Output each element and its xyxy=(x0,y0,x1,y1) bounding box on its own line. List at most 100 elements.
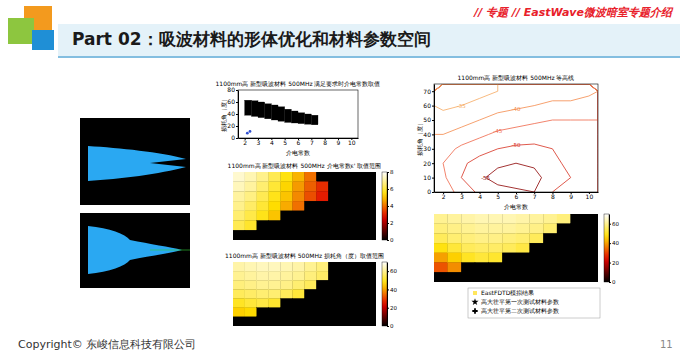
legend-label: 高大壮平第一次测试材料参数 xyxy=(481,298,559,305)
heatmap-cell xyxy=(316,211,328,221)
tick-label: 5 xyxy=(496,193,500,200)
heatmap-cell xyxy=(502,214,516,224)
heatmap-cell xyxy=(571,263,585,273)
range-bar xyxy=(278,107,285,121)
heatmap-cell xyxy=(233,191,245,201)
heatmap-cell xyxy=(475,214,489,224)
heatmap-cell xyxy=(328,211,340,221)
heatmap-cell xyxy=(364,201,376,211)
heatmap-cell xyxy=(571,243,585,253)
range-bar xyxy=(291,111,298,123)
plot-background xyxy=(233,172,376,240)
heatmap-cell xyxy=(502,243,516,253)
colorbar xyxy=(382,172,387,240)
tick: 2 xyxy=(243,138,247,146)
heatmap-cell xyxy=(305,230,317,240)
heatmap-cell xyxy=(316,172,328,182)
heatmap-cell xyxy=(293,182,305,192)
chart-title: 1100mm高 新型吸波材料 500MHz 损耗角（度）取值范围 xyxy=(225,252,384,260)
heatmap-cell xyxy=(475,272,489,282)
heatmap-cell xyxy=(269,262,281,271)
heatmap-cell xyxy=(305,172,317,182)
heatmap-cell xyxy=(530,224,544,234)
heatmap-cell xyxy=(281,271,293,280)
heatmap-cell xyxy=(233,271,245,280)
heatmap-cell xyxy=(340,308,352,317)
page-number: 11 xyxy=(660,339,673,350)
heatmap-cell xyxy=(305,280,317,289)
tick: 0 xyxy=(609,279,616,285)
tick: 60 xyxy=(609,221,619,227)
heatmap-cell xyxy=(543,243,557,253)
heatmap-cell xyxy=(584,253,598,263)
heatmap-cell xyxy=(489,243,503,253)
heatmap-cell xyxy=(352,172,364,182)
legend-box xyxy=(468,288,600,318)
plot-frame xyxy=(434,84,598,192)
slide-tag: // 专题 // EastWave微波暗室专题介绍 xyxy=(472,6,674,19)
tick: 20 xyxy=(227,122,238,129)
heatmap-cell xyxy=(352,221,364,231)
tick-mark xyxy=(387,172,389,173)
header-band xyxy=(58,24,680,56)
heatmap-cell xyxy=(340,280,352,289)
heatmap-cell xyxy=(352,230,364,240)
heatmap-cell xyxy=(316,308,328,317)
heatmap-cell xyxy=(364,182,376,192)
heatmap-cell xyxy=(489,263,503,273)
heatmap-cell xyxy=(584,243,598,253)
chart-title: 1100mm高 新型吸波材料 500MHz 介电常数ε' 取值范围 xyxy=(228,162,382,169)
heatmap-cell xyxy=(364,289,376,298)
tick: 10 xyxy=(348,138,356,146)
heatmap-cell xyxy=(584,224,598,234)
heatmap-cell xyxy=(281,280,293,289)
heatmap-cell xyxy=(245,221,257,231)
heatmap-cell xyxy=(316,221,328,231)
tick: 60 xyxy=(423,102,434,109)
legend-label: 高大壮平第二次测试材料参数 xyxy=(481,307,559,314)
contour-line xyxy=(434,84,598,134)
y-axis: 010203040506070 xyxy=(423,85,434,196)
heatmap-cell xyxy=(281,308,293,317)
heatmap-cell xyxy=(364,230,376,240)
heatmap-cell xyxy=(305,271,317,280)
legend-item: 高大壮平第二次测试材料参数 xyxy=(472,307,559,314)
heatmap-cell xyxy=(245,308,257,317)
heatmap-cell xyxy=(233,230,245,240)
tick: 2 xyxy=(442,192,446,200)
header-rule xyxy=(58,56,680,58)
heatmap-cell xyxy=(293,221,305,231)
heatmap-cell xyxy=(281,289,293,298)
heatmap-cell xyxy=(489,233,503,243)
heatmap-cell xyxy=(530,243,544,253)
tick: 40 xyxy=(387,287,397,293)
axis-line xyxy=(609,215,610,283)
heatmap-cell xyxy=(281,191,293,201)
tick: 8 xyxy=(323,138,327,146)
chart: 024681100mm高 新型吸波材料 500MHz 介电常数ε' 取值范围 xyxy=(228,162,394,243)
heatmap-cell xyxy=(269,191,281,201)
tick-label: 20 xyxy=(227,122,235,129)
heatmap-cell xyxy=(293,280,305,289)
chart: -55-50-45-40-352345678910010203040506070… xyxy=(416,74,599,210)
tick-label: 10 xyxy=(348,139,356,146)
heatmap-cell xyxy=(257,262,269,271)
heatmap-cell xyxy=(233,182,245,192)
heatmap-cell xyxy=(293,172,305,182)
chart-title: 1100mm高 新型吸波材料 500MHz 满足要求时介电常数取值 xyxy=(216,80,381,87)
tick: 2 xyxy=(387,220,394,226)
heatmap-cell xyxy=(305,201,317,211)
tick: 0 xyxy=(387,237,394,243)
heatmap-cell xyxy=(434,224,448,234)
legend: EastFDTD模拟结果高大壮平第一次测试材料参数高大壮平第二次测试材料参数 xyxy=(468,288,600,318)
heatmap-cell xyxy=(584,263,598,273)
heatmap-cell xyxy=(557,243,571,253)
heatmap-cell xyxy=(328,299,340,308)
heatmap-cell xyxy=(245,172,257,182)
legend-item: 高大壮平第一次测试材料参数 xyxy=(471,298,559,305)
tick-label: 30 xyxy=(423,145,431,152)
heatmap-cell xyxy=(293,317,305,326)
heatmap-cell xyxy=(293,191,305,201)
guide-line xyxy=(150,250,190,251)
heatmap-cell xyxy=(245,230,257,240)
